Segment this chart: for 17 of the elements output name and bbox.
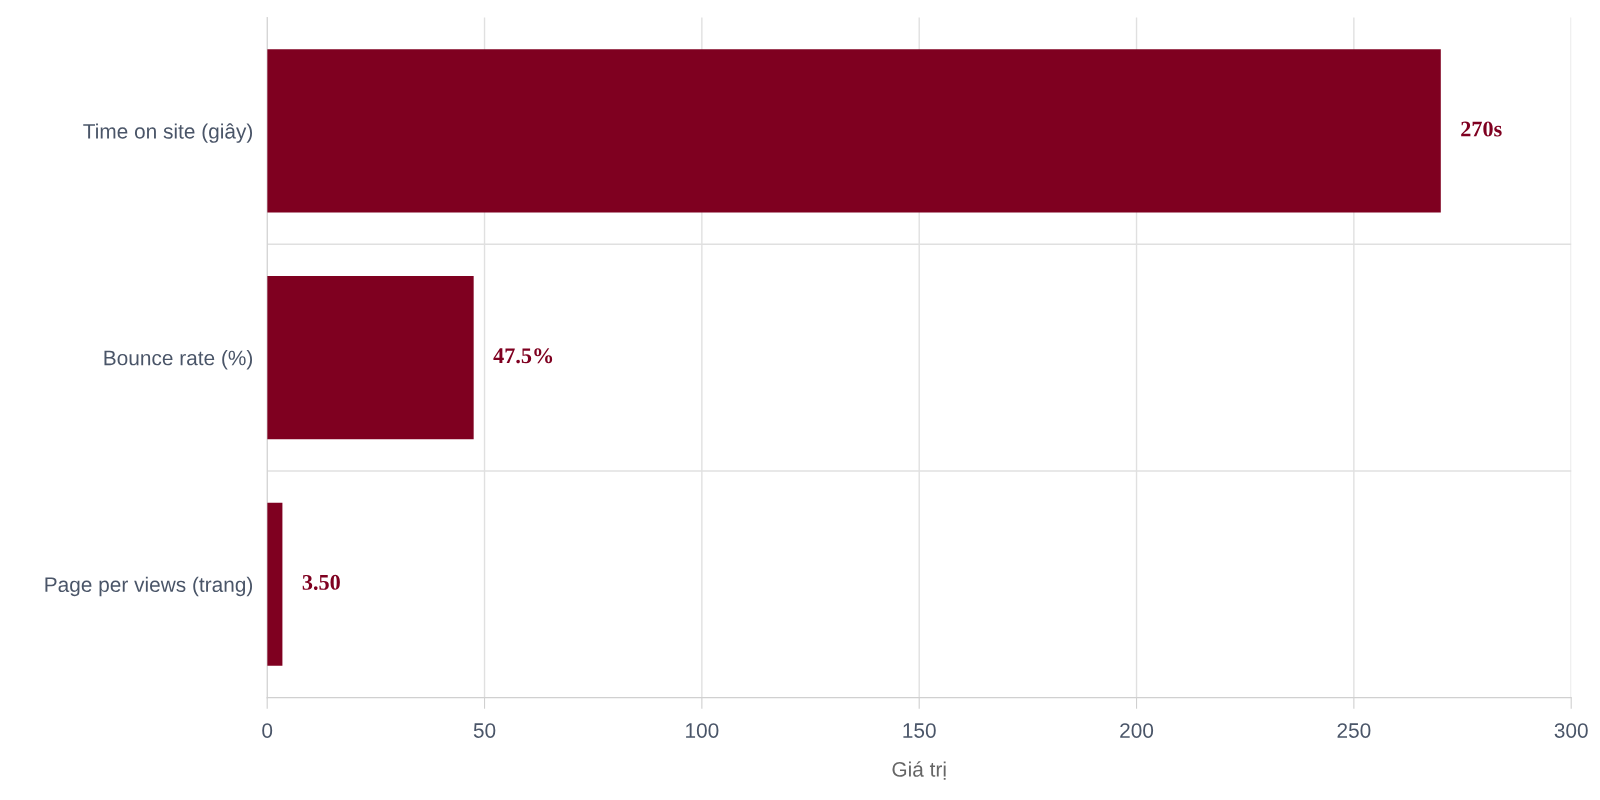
data-label: 47.5% bbox=[493, 348, 553, 364]
bar bbox=[267, 502, 283, 666]
x-tick-label: 250 bbox=[1337, 723, 1371, 738]
bar bbox=[267, 276, 474, 440]
y-tick-label: Time on site (giây) bbox=[83, 123, 253, 143]
y-tick-label: Page per views (trang) bbox=[45, 576, 253, 597]
bar bbox=[267, 49, 1441, 213]
x-axis-title: Giá trị bbox=[892, 761, 946, 780]
data-label: 3.50 bbox=[302, 574, 340, 590]
data-label: 270s bbox=[1461, 121, 1502, 137]
y-tick-label: Bounce rate (%) bbox=[104, 350, 253, 370]
x-tick-label: 300 bbox=[1554, 723, 1588, 738]
x-tick-label: 200 bbox=[1120, 723, 1154, 738]
x-tick-label: 0 bbox=[262, 723, 273, 738]
x-tick-label: 150 bbox=[903, 723, 936, 738]
x-tick-label: 50 bbox=[473, 723, 496, 738]
x-tick-label: 100 bbox=[686, 723, 719, 738]
